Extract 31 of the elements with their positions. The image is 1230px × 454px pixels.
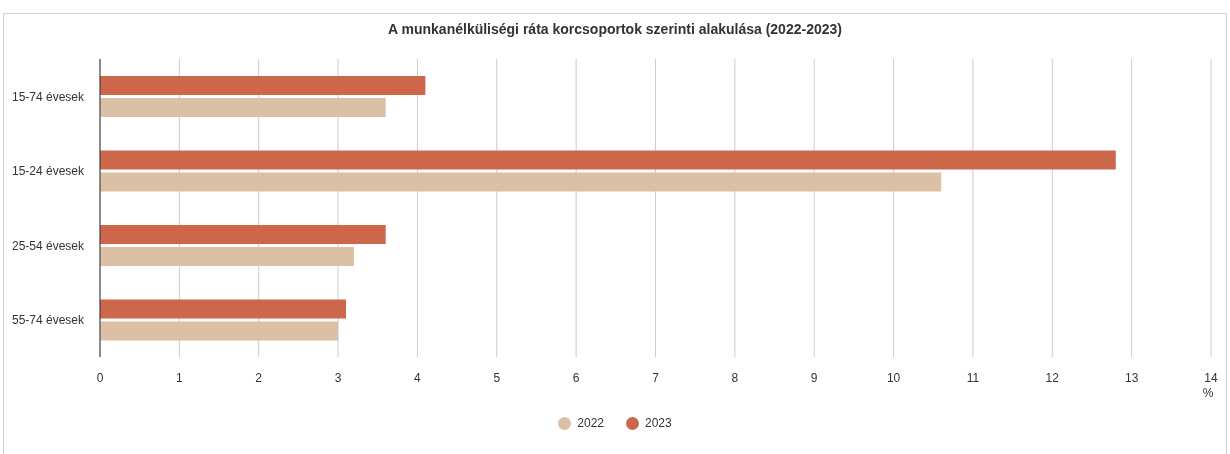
x-tick-label: 14 (1204, 370, 1218, 385)
x-tick-label: 11 (966, 370, 980, 385)
bar (100, 76, 426, 95)
x-tick-label: 2 (255, 370, 263, 385)
bar (100, 172, 942, 192)
legend-label: 2022 (577, 416, 604, 430)
x-tick-label: 1 (176, 370, 184, 385)
x-tick-label: 4 (414, 370, 422, 385)
y-tick-label: 15-74 évesek (11, 89, 85, 104)
bar (100, 299, 347, 319)
x-axis-title: % (1201, 386, 1215, 400)
x-tick-label: 12 (1045, 370, 1060, 385)
x-tick-label: 5 (493, 370, 501, 385)
bar (100, 150, 1116, 170)
y-tick-label: 25-54 évesek (11, 238, 85, 253)
bar (100, 225, 386, 244)
x-tick-label: 6 (572, 370, 580, 385)
x-tick-label: 9 (810, 370, 818, 385)
y-tick-label: 55-74 évesek (11, 313, 85, 328)
bar (100, 98, 386, 117)
bar (100, 321, 339, 341)
x-tick-label: 10 (886, 370, 901, 385)
y-tick-label: 15-24 évesek (11, 164, 85, 179)
x-tick-label: 13 (1124, 370, 1139, 385)
x-tick-label: 8 (731, 370, 739, 385)
x-tick-label: 0 (96, 370, 104, 385)
bar (100, 247, 354, 266)
legend-label: 2023 (645, 416, 672, 430)
x-tick-label: 3 (334, 370, 342, 385)
chart-title: A munkanélküliségi ráta korcsoportok szerinti alakulása (2022-2023) (387, 21, 843, 37)
x-tick-label: 7 (652, 370, 660, 385)
